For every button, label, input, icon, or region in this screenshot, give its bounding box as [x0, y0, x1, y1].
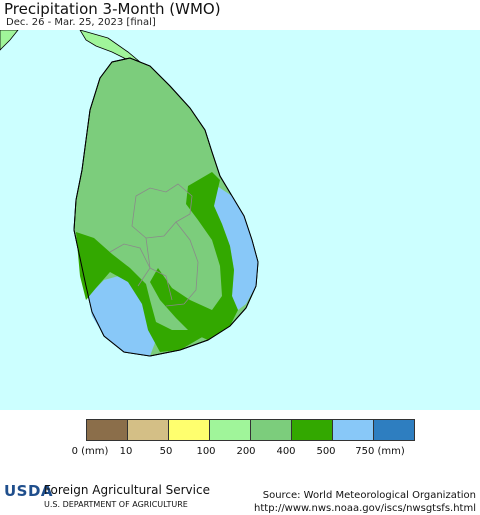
- legend-swatch-50: [169, 420, 210, 440]
- province-boundaries: [109, 183, 199, 307]
- legend-label: 50: [159, 446, 173, 457]
- zone-400-500-west: [76, 232, 204, 352]
- legend-labels: 0 (mm) 10 50 100 200 400 500 750 (mm): [0, 446, 480, 460]
- legend-colorbar: [86, 419, 415, 441]
- legend-swatch-100: [210, 420, 251, 440]
- usda-logo: USDA: [4, 482, 54, 500]
- legend-swatch-10: [128, 420, 169, 440]
- department-name: U.S. DEPARTMENT OF AGRICULTURE: [44, 500, 188, 509]
- map-subtitle: Dec. 26 - Mar. 25, 2023 [final]: [6, 17, 156, 28]
- precipitation-map: [0, 30, 480, 410]
- legend-swatch-500: [333, 420, 374, 440]
- map-title: Precipitation 3-Month (WMO): [4, 0, 221, 18]
- source-line: Source: World Meteorological Organizatio…: [262, 490, 476, 501]
- legend-label: 100: [196, 446, 216, 457]
- sri-lanka-coastline: [73, 57, 259, 357]
- legend-swatch-400: [292, 420, 333, 440]
- legend-label: 200: [236, 446, 256, 457]
- source-credit: Source: World Meteorological Organizatio…: [254, 489, 476, 515]
- legend-swatch-200: [251, 420, 292, 440]
- legend-swatch-750: [374, 420, 414, 440]
- india-landmass: [0, 30, 19, 51]
- zone-400-500-east: [150, 172, 238, 340]
- legend-label: 500: [316, 446, 336, 457]
- legend-label: 10: [119, 446, 133, 457]
- legend-label: 750 (mm): [355, 446, 405, 457]
- legend-label: 0 (mm): [71, 446, 109, 457]
- agency-name: Foreign Agricultural Service: [44, 483, 210, 497]
- legend-label: 400: [276, 446, 296, 457]
- source-url[interactable]: http://www.nws.noaa.gov/iscs/nwsgtsfs.ht…: [254, 503, 476, 514]
- zone-500-750-east: [214, 184, 258, 310]
- legend-swatch-0: [87, 420, 128, 440]
